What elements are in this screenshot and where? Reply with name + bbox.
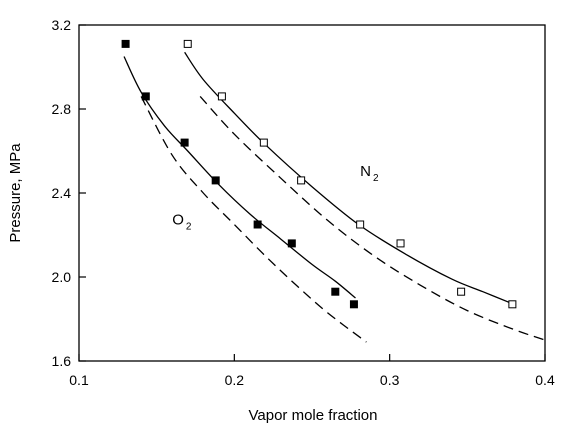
- y-tick-label: 3.2: [52, 17, 72, 33]
- open-square-point: [356, 220, 365, 229]
- filled-square-point: [121, 39, 130, 48]
- axis-ticks: 0.1 0.2 0.3 0.4 1.6 2.0 2.4 2.8 3.2: [52, 17, 555, 388]
- y-tick-label: 2.0: [52, 269, 72, 285]
- filled-square-point: [331, 287, 340, 296]
- filled-square-point: [253, 220, 262, 229]
- dashed-curve-3: [140, 96, 367, 343]
- y-tick-label: 2.8: [52, 101, 72, 117]
- filled-square-point: [211, 176, 220, 185]
- filled-square-point: [287, 239, 296, 248]
- x-tick-label: 0.2: [225, 372, 245, 388]
- curves: [123, 51, 546, 343]
- y-tick-label: 2.4: [52, 185, 72, 201]
- filled-square-point: [180, 138, 189, 147]
- open-square-point: [259, 138, 268, 147]
- open-square-point: [457, 287, 466, 296]
- filled-square-point: [141, 92, 150, 101]
- dashed-curve-5: [199, 95, 546, 341]
- x-axis-label: Vapor mole fraction: [249, 407, 378, 424]
- x-tick-label: 0.3: [380, 372, 400, 388]
- series-labels: O 2 N 2: [172, 163, 379, 232]
- y-tick-label: 1.6: [52, 353, 72, 369]
- open-square-point: [508, 300, 517, 309]
- x-tick-label: 0.4: [535, 372, 555, 388]
- solid-curve-2: [123, 56, 356, 299]
- open-square-point: [183, 39, 192, 48]
- y-axis-label: Pressure, MPa: [7, 143, 24, 243]
- markers: [121, 39, 517, 309]
- solid-curve-4: [184, 51, 515, 305]
- plot-frame: [78, 24, 546, 362]
- x-tick-label: 0.1: [69, 372, 89, 388]
- open-square-point: [217, 92, 226, 101]
- open-square-point: [297, 176, 306, 185]
- plot-border: [78, 24, 546, 362]
- filled-square-point: [349, 300, 358, 309]
- open-square-point: [396, 239, 405, 248]
